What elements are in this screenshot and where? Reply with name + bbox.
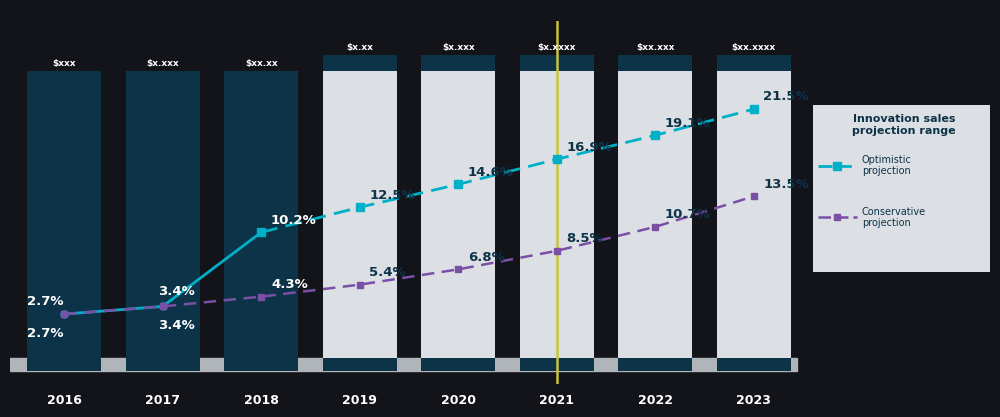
Bar [421, 358, 495, 371]
Bar [126, 71, 200, 358]
Text: 14.6%: 14.6% [468, 166, 514, 178]
Text: $x.xxx: $x.xxx [442, 43, 474, 53]
Bar [618, 55, 692, 71]
Text: 8.5%: 8.5% [566, 232, 603, 245]
Text: Innovation sales
projection range: Innovation sales projection range [852, 114, 956, 136]
Bar [126, 358, 200, 371]
Bar [520, 358, 594, 371]
Bar [323, 71, 397, 358]
Text: 13.5%: 13.5% [763, 178, 809, 191]
Bar [618, 71, 692, 358]
Bar [717, 55, 791, 71]
Bar [618, 358, 692, 371]
Text: 3.4%: 3.4% [158, 285, 194, 298]
Text: 21.5%: 21.5% [763, 90, 809, 103]
Bar [520, 71, 594, 358]
Bar [717, 71, 791, 358]
Bar [323, 358, 397, 371]
Text: $xx.xxxx: $xx.xxxx [732, 43, 776, 53]
FancyBboxPatch shape [813, 106, 995, 272]
Bar [27, 358, 101, 371]
Text: $xx.xx: $xx.xx [245, 59, 277, 68]
Text: 3.4%: 3.4% [158, 319, 194, 332]
Text: 16.9%: 16.9% [566, 141, 612, 153]
Bar [717, 358, 791, 371]
Bar [421, 55, 495, 71]
Text: $x.xx: $x.xx [346, 43, 373, 53]
Bar [27, 71, 101, 358]
Text: 4.3%: 4.3% [271, 278, 308, 291]
Text: 5.4%: 5.4% [369, 266, 406, 279]
Bar [520, 55, 594, 71]
Text: $xx.xxx: $xx.xxx [636, 43, 674, 53]
Bar [224, 71, 298, 358]
Text: 10.7%: 10.7% [665, 208, 711, 221]
Bar [10, 358, 797, 371]
Text: Conservative
projection: Conservative projection [862, 206, 926, 228]
Text: 2.7%: 2.7% [27, 327, 63, 340]
Bar [323, 55, 397, 71]
Bar [224, 358, 298, 371]
Text: Optimistic
projection: Optimistic projection [862, 155, 912, 176]
Text: 19.1%: 19.1% [665, 117, 711, 130]
Text: 6.8%: 6.8% [468, 251, 505, 264]
Text: $x.xxx: $x.xxx [146, 59, 179, 68]
Text: $xxx: $xxx [52, 59, 76, 68]
Text: 2.7%: 2.7% [27, 295, 63, 308]
Text: $x.xxxx: $x.xxxx [537, 43, 576, 53]
Text: 12.5%: 12.5% [369, 188, 415, 201]
Text: 10.2%: 10.2% [271, 214, 317, 226]
Bar [421, 71, 495, 358]
